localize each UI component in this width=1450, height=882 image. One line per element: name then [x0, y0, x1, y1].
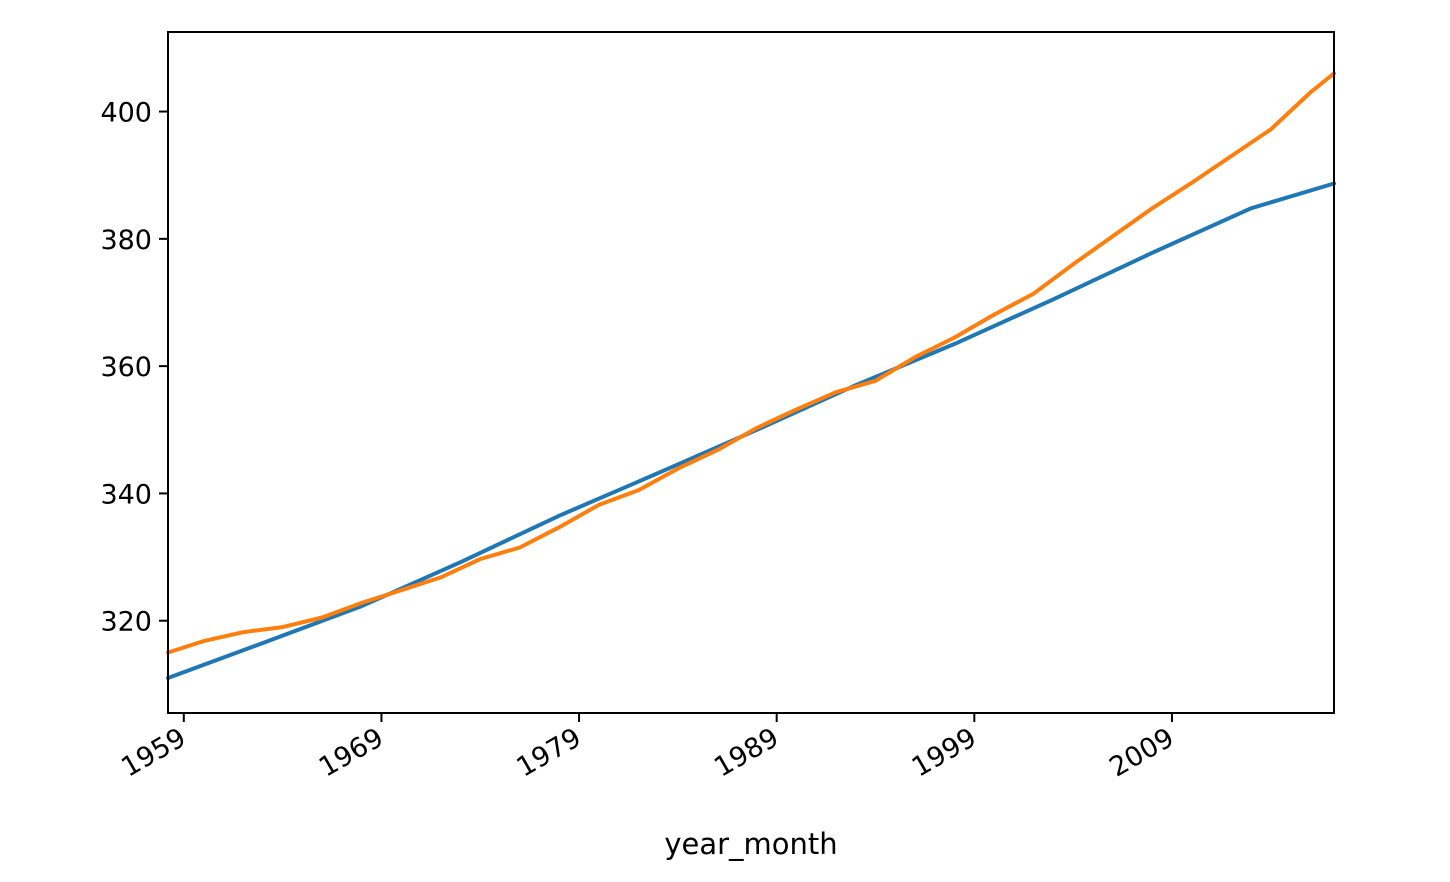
x-tick-label: 1979 — [512, 722, 587, 783]
x-tick-label: 2009 — [1104, 722, 1179, 783]
series-line-2 — [166, 71, 1336, 655]
x-tick-label: 1989 — [709, 722, 784, 783]
x-tick-label: 1999 — [907, 722, 982, 783]
y-axis: 320 340 360 380 400 — [100, 98, 168, 638]
y-tick-label: 400 — [100, 98, 152, 129]
plot-lines — [166, 71, 1336, 680]
x-tick-label: 1969 — [314, 722, 389, 783]
x-axis: 1959 1969 1979 1989 1999 2009 — [116, 713, 1179, 783]
y-tick-label: 380 — [100, 225, 152, 256]
x-axis-label: year_month — [664, 827, 837, 861]
y-tick-label: 360 — [100, 352, 152, 383]
y-tick-label: 340 — [100, 479, 152, 510]
plot-frame — [167, 31, 1335, 714]
x-tick-label: 1959 — [116, 722, 191, 783]
y-tick-label: 320 — [100, 607, 152, 638]
